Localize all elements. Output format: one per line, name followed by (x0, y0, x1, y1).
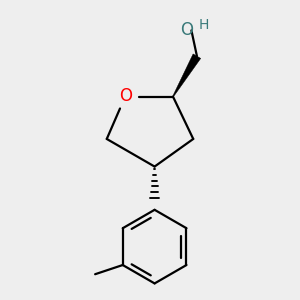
Text: O: O (119, 87, 132, 105)
Text: H: H (198, 18, 208, 32)
Polygon shape (172, 54, 201, 97)
Text: O: O (180, 21, 193, 39)
